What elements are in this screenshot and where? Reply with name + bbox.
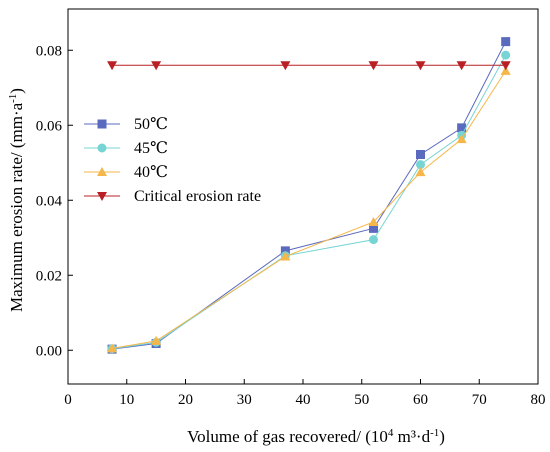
legend-label: 50℃ [134,116,168,133]
legend-item: 50℃ [84,116,168,133]
series-layer [107,37,511,354]
data-point [151,335,162,345]
data-point [369,235,378,245]
data-point [151,61,162,71]
data-point [501,37,511,47]
x-tick-label: 70 [472,392,487,408]
series-2 [107,65,511,353]
y-tick-label: 0.08 [36,43,62,59]
data-point [415,167,426,177]
data-point [415,61,426,71]
data-point [369,223,378,233]
legend-item: 45℃ [84,140,168,157]
y-tick-label: 0.04 [36,193,63,209]
legend-marker [97,192,107,201]
series-3 [107,61,511,71]
y-tick-label: 0.00 [36,343,62,359]
x-axis-ticks: 0 10 20 30 40 50 60 70 80 [64,379,546,408]
x-tick-label: 80 [531,392,546,408]
x-tick-label: 40 [296,392,311,408]
x-tick-label: 30 [237,392,252,408]
data-point [280,246,290,256]
y-axis-label: Maximum erosion rate/ (mm·a-1) [7,88,26,312]
y-tick-label: 0.02 [36,268,62,284]
legend-item: Critical erosion rate [84,188,261,205]
data-point [456,134,467,144]
data-point [416,150,425,159]
data-point [457,123,467,133]
x-axis-label: Volume of gas recovered/ (104 m³·d-1) [187,427,445,446]
data-point [501,50,511,60]
legend-marker [97,143,107,153]
x-tick-label: 20 [178,392,193,408]
legend-label: Critical erosion rate [134,188,261,205]
data-point [280,61,291,71]
y-axis-ticks: 0.00 0.02 0.04 0.06 0.08 [36,43,73,359]
y-tick-label: 0.06 [36,118,63,134]
legend-marker [97,119,107,129]
series-line [111,70,507,349]
legend: 50℃ 45℃ 40℃ Critical erosion rate [84,116,261,205]
x-tick-label: 60 [413,392,428,408]
legend-item: 40℃ [84,164,168,181]
data-point [368,61,379,71]
x-tick-label: 0 [64,392,72,408]
data-point [368,217,379,226]
data-point [456,61,467,71]
data-point [416,160,425,170]
x-tick-label: 10 [119,392,134,408]
data-point [500,61,511,71]
legend-label: 45℃ [134,140,168,157]
data-point [107,61,118,71]
data-point [107,343,118,353]
data-point [500,65,511,75]
legend-label: 40℃ [134,164,168,181]
data-point [280,251,291,261]
legend-marker [97,167,107,176]
x-tick-label: 50 [354,392,369,408]
